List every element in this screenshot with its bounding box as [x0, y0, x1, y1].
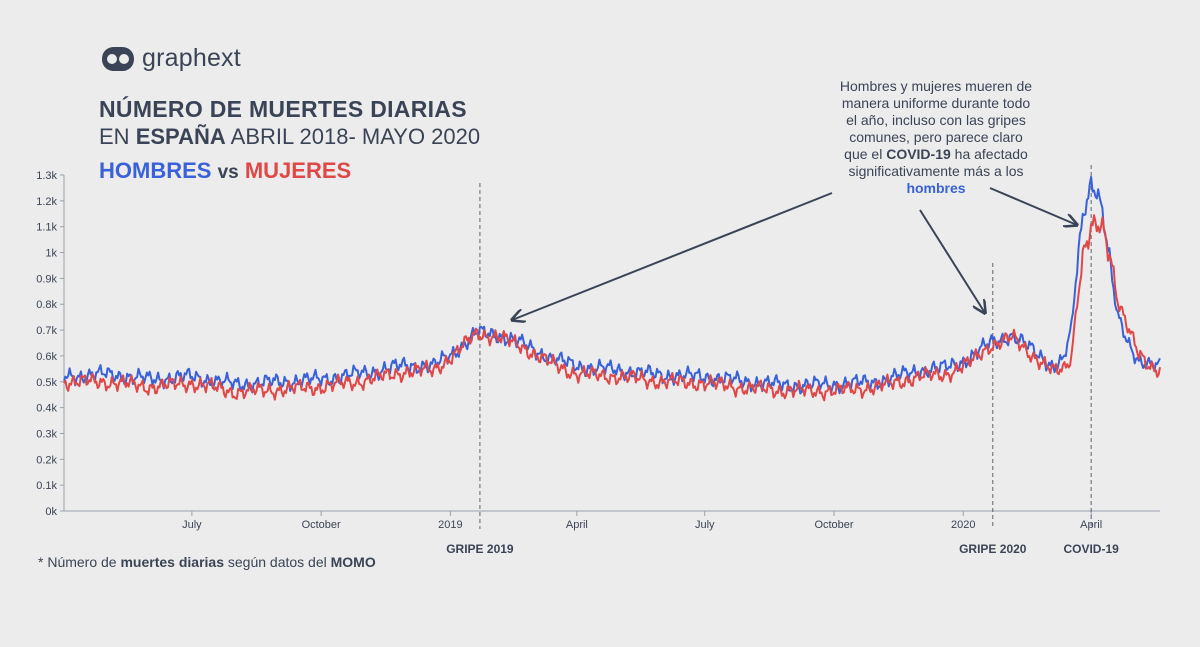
arrow-covid-19 [989, 187, 1077, 225]
annotation-arrows [512, 187, 1077, 320]
y-tick-label: 0.3k [36, 428, 57, 440]
x-tick-label: October [814, 519, 853, 531]
series-line-hombres [63, 175, 1161, 395]
series-lines [63, 175, 1161, 402]
arrow-gripe-2020 [919, 209, 985, 313]
x-axis: July October 2019 April July October 2020 April [64, 510, 1160, 531]
x-tick-label: October [302, 519, 341, 531]
legend-vs: vs [217, 162, 239, 183]
chart-subtitle: EN ESPAÑA ABRIL 2018- MAYO 2020 [99, 124, 480, 150]
legend-hombres: HOMBRES [99, 158, 212, 183]
y-tick-label: 0.9k [36, 273, 57, 285]
y-tick-label: 0.1k [36, 480, 57, 492]
chart-title: NÚMERO DE MUERTES DIARIAS [99, 96, 467, 122]
x-tick-label: July [695, 519, 715, 531]
subtitle-period: ABRIL 2018- MAYO 2020 [225, 124, 481, 149]
event-markers: GRIPE 2019 GRIPE 2020 COVID-19 [446, 165, 1119, 556]
x-tick-label: 2020 [951, 519, 975, 531]
y-tick-label: 0.6k [36, 351, 57, 363]
y-tick-label: 0.2k [36, 454, 57, 466]
annotation-covid: COVID-19 [886, 146, 951, 162]
series-line-mujeres [63, 214, 1161, 402]
y-tick-label: 1k [45, 248, 57, 260]
y-tick-label: 0.7k [36, 325, 57, 337]
y-tick-label: 0k [45, 506, 57, 518]
event-label: GRIPE 2019 [446, 542, 514, 556]
subtitle-pre: EN [99, 124, 136, 149]
legend-mujeres: MUJERES [244, 158, 352, 183]
arrow-gripe-2019 [512, 192, 833, 320]
x-tick-label: April [566, 519, 588, 531]
y-tick-label: 0.8k [36, 299, 57, 311]
annotation-part1: Hombres y mujeres mueren de manera unifo… [839, 78, 1033, 162]
subtitle-country: ESPAÑA [135, 124, 226, 149]
x-tick-label: 2019 [438, 519, 462, 531]
brand-name: graphext [142, 44, 241, 72]
event-label: GRIPE 2020 [959, 542, 1027, 556]
annotation-hombres: hombres [906, 180, 966, 196]
y-tick-label: 1.1k [36, 222, 57, 234]
footnote-mid: según datos del [223, 554, 331, 570]
series-legend: HOMBRES vs MUJERES [99, 158, 351, 184]
footnote-bold2: MOMO [330, 554, 376, 570]
footnote-bold1: muertes diarias [120, 554, 224, 570]
graphext-logo-icon [102, 46, 134, 71]
x-tick-label: July [182, 519, 202, 531]
y-tick-label: 0.5k [36, 377, 57, 389]
event-label: COVID-19 [1063, 542, 1119, 556]
y-tick-label: 0.4k [36, 403, 57, 415]
annotation-part2: ha afectado significativamente más a los [848, 146, 1028, 179]
y-tick-label: 1.3k [36, 170, 57, 182]
annotation-text: Hombres y mujeres mueren de manera unifo… [836, 78, 1036, 197]
footnote-pre: * Número de [38, 554, 121, 570]
graphext-logo: graphext [98, 44, 241, 73]
footnote: * Número de muertes diarias según datos … [38, 554, 376, 570]
y-tick-label: 1.2k [36, 196, 57, 208]
y-axis: 0k 0.1k 0.2k 0.3k 0.4k 0.5k 0.6k 0.7k 0.8k 0.9k 1k… [36, 170, 65, 518]
